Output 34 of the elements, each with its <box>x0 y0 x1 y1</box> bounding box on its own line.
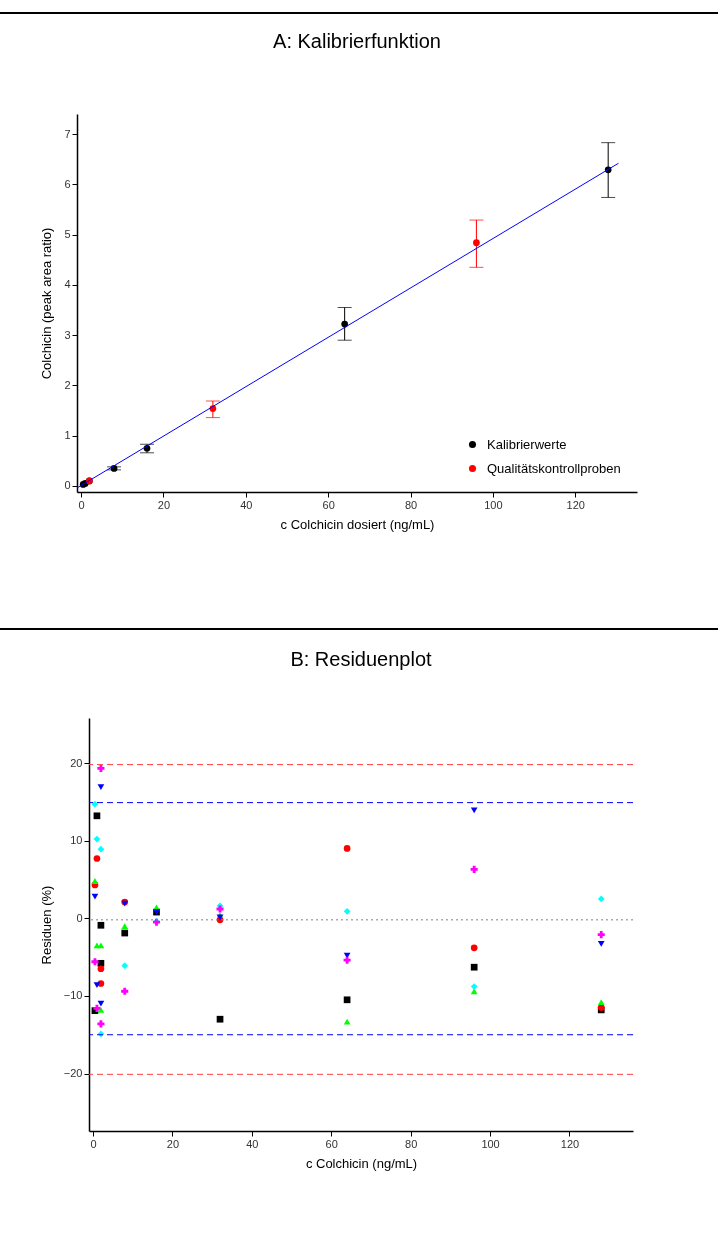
x-tick-label: 80 <box>405 1137 418 1150</box>
x-tick-label: 40 <box>246 1137 259 1150</box>
y-tick-label: 0 <box>64 479 71 492</box>
x-tick-label: 120 <box>560 1137 580 1150</box>
y-tick-label: 3 <box>64 328 71 341</box>
x-tick-label: 60 <box>325 1137 338 1150</box>
y-axis-title: Colchicin (peak area ratio) <box>39 227 55 380</box>
chart-title: B: Residuenplot <box>290 648 433 670</box>
x-tick-label: 0 <box>90 1137 97 1150</box>
chart-title: A: Kalibrierfunktion <box>273 30 441 52</box>
y-tick-label: 0 <box>76 911 83 924</box>
x-tick-label: 20 <box>166 1137 180 1150</box>
x-tick-label: 20 <box>157 498 171 511</box>
y-tick-label: −10 <box>63 989 83 1002</box>
x-tick-label: 60 <box>322 498 335 511</box>
y-tick-label: 5 <box>64 228 71 241</box>
legend-label: Kalibrierwerte <box>487 436 567 452</box>
x-tick-label: 100 <box>484 498 503 511</box>
y-tick-label: 4 <box>64 278 71 291</box>
y-tick-label: −20 <box>63 1067 83 1080</box>
y-tick-label: 20 <box>70 756 83 769</box>
legend-label: Qualitätskontrollproben <box>487 460 621 476</box>
x-tick-label: 80 <box>404 498 418 511</box>
y-tick-label: 2 <box>64 378 71 391</box>
y-axis-title: Residuen (%) <box>38 885 54 965</box>
x-axis-title: c Colchicin (ng/mL) <box>305 1155 418 1171</box>
x-tick-label: 100 <box>481 1137 500 1150</box>
y-tick-label: 1 <box>64 429 71 442</box>
y-tick-label: 10 <box>70 834 83 847</box>
y-tick-label: 6 <box>64 177 71 190</box>
y-tick-label: 7 <box>64 127 71 140</box>
x-tick-label: 40 <box>240 498 253 511</box>
x-tick-label: 120 <box>566 498 585 511</box>
x-axis-title: c Colchicin dosiert (ng/mL) <box>280 516 435 532</box>
